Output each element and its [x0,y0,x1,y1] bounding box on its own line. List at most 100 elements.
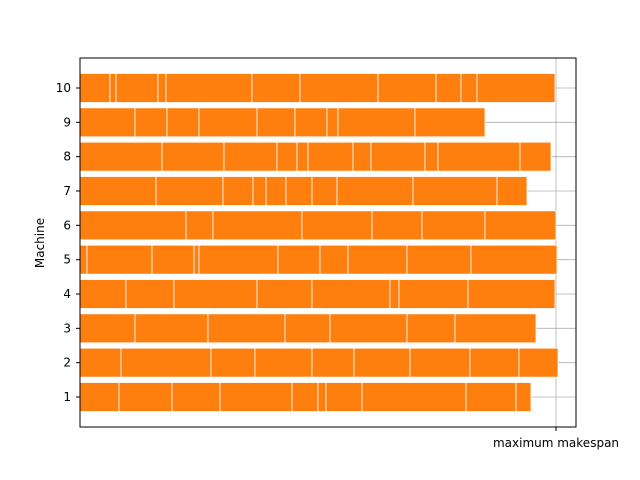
task-bar [299,73,379,103]
task-bar [518,347,559,378]
y-tick-label: 2 [63,356,71,370]
task-bar [371,210,423,241]
task-bar [291,382,319,412]
task-bar [161,141,225,172]
task-bar [79,382,120,412]
task-bar [469,347,520,378]
task-bar [79,313,136,344]
task-bar [307,141,354,172]
task-bar [337,107,416,138]
y-tick-label: 9 [63,115,71,129]
task-bar [470,244,558,275]
task-bar [109,73,117,103]
task-bar [125,279,175,309]
y-axis-label: Machine [33,218,47,268]
task-bar [265,176,287,206]
task-bar [219,382,293,412]
y-tick-label: 4 [63,287,71,301]
task-bar [173,279,258,309]
y-tick-label: 1 [63,390,71,404]
task-bar [311,347,355,378]
task-bar [465,382,517,412]
task-bar [185,210,214,241]
task-bar [193,244,200,275]
y-tick-label: 10 [56,81,71,95]
task-bar [251,73,301,103]
task-bar [115,73,159,103]
task-bar [118,382,173,412]
y-tick-label: 6 [63,218,71,232]
task-bar [424,141,439,172]
task-bar [277,244,321,275]
task-bar [79,176,157,206]
task-bar [79,73,111,103]
task-bar [222,176,254,206]
y-tick-label: 3 [63,321,71,335]
task-bar [515,382,532,412]
task-bar [134,107,168,138]
task-bar [326,107,339,138]
task-bar [347,244,408,275]
task-bar [454,313,537,344]
task-bar [294,107,328,138]
task-bar [155,176,224,206]
y-tick-label: 5 [63,253,71,267]
task-bar [276,141,298,172]
task-bar [519,141,552,172]
task-bar [198,244,279,275]
task-bar [210,347,256,378]
task-bar [284,313,331,344]
task-bar [86,244,153,275]
task-bar [412,176,498,206]
task-bar [296,141,309,172]
ticks-layer: 1 2 3 4 5 6 7 8 9 10 maximum makespan [56,81,619,450]
task-bar [79,210,187,241]
task-bar [460,73,478,103]
task-bar [319,244,349,275]
task-bar [120,347,212,378]
task-bar [467,279,556,309]
task-bar [79,107,136,138]
task-bar [409,347,471,378]
task-bar [361,382,467,412]
task-bar [79,347,122,378]
task-bar [157,73,167,103]
task-bar [414,107,486,138]
task-bar [301,210,373,241]
task-bar [329,313,408,344]
task-bar [389,279,400,309]
task-bar [311,279,391,309]
x-tick-label: maximum makespan [493,436,619,450]
task-bar [285,176,313,206]
task-bar [484,210,557,241]
y-tick-label: 7 [63,184,71,198]
task-bar [134,313,209,344]
task-bar [421,210,486,241]
plot-frame [79,57,577,428]
task-bar [166,107,200,138]
task-bar [207,313,286,344]
task-bar [198,107,258,138]
task-bar [325,382,363,412]
task-bar [370,141,426,172]
task-bar [252,176,267,206]
task-bar [311,176,338,206]
task-bar [336,176,414,206]
task-bar [79,141,163,172]
task-bar [398,279,469,309]
task-bar [79,279,127,309]
task-bar [353,347,411,378]
task-bar [212,210,303,241]
task-bar [352,141,372,172]
task-bar [406,313,456,344]
bars-layer [79,73,559,412]
task-bar [406,244,472,275]
task-bar [79,244,88,275]
task-bar [476,73,556,103]
task-bar [256,279,313,309]
task-bar [377,73,437,103]
task-bar [435,73,462,103]
task-bar [496,176,528,206]
task-bar [165,73,253,103]
